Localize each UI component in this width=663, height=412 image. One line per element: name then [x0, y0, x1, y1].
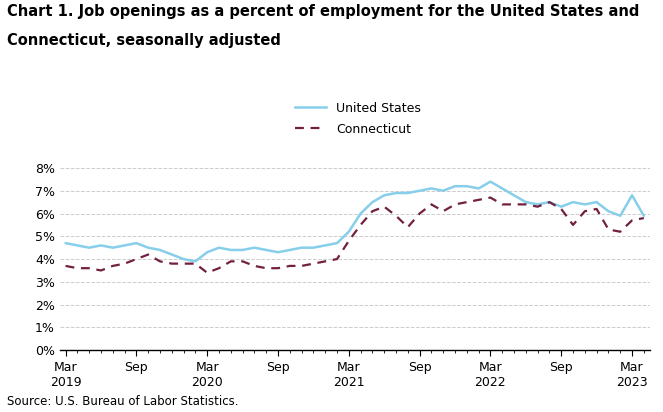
Legend: United States, Connecticut: United States, Connecticut — [290, 97, 426, 140]
Text: Source: U.S. Bureau of Labor Statistics.: Source: U.S. Bureau of Labor Statistics. — [7, 395, 238, 408]
Text: Chart 1. Job openings as a percent of employment for the United States and: Chart 1. Job openings as a percent of em… — [7, 4, 639, 19]
Text: Connecticut, seasonally adjusted: Connecticut, seasonally adjusted — [7, 33, 280, 48]
